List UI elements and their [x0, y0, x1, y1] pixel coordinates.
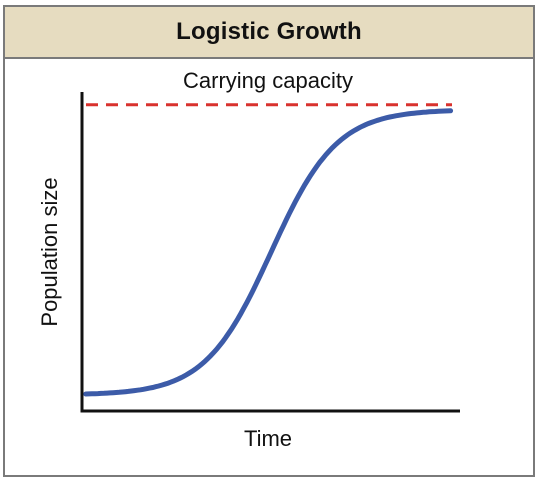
title-bar: Logistic Growth: [5, 7, 533, 59]
y-axis-label: Population size: [37, 177, 62, 326]
logistic-curve: [83, 108, 454, 397]
carrying-capacity-label: Carrying capacity: [183, 68, 353, 93]
figure-title: Logistic Growth: [176, 18, 362, 45]
x-axis-label: Time: [244, 426, 292, 451]
figure-frame: Logistic Growth: [3, 5, 535, 477]
